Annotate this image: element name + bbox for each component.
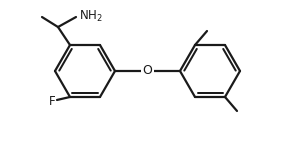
Text: NH$_2$: NH$_2$: [79, 8, 103, 24]
Text: O: O: [143, 64, 152, 78]
Text: F: F: [49, 95, 55, 108]
